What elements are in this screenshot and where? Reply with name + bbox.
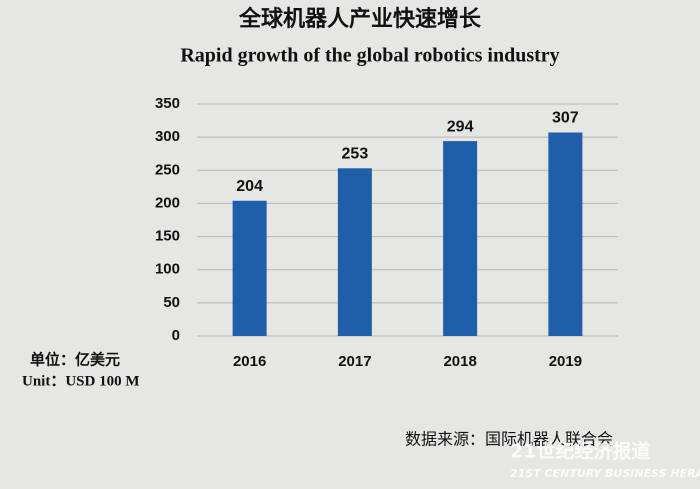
- value-label: 253: [342, 146, 369, 163]
- y-tick-label: 250: [155, 161, 180, 178]
- source: 数据来源：国际机器人联合会: [405, 430, 613, 449]
- y-tick-label: 50: [163, 294, 180, 311]
- x-tick-label: 2016: [233, 353, 266, 370]
- value-label: 294: [447, 118, 474, 135]
- chart-subtitle: Rapid growth of the global robotics indu…: [180, 45, 559, 67]
- x-tick-label: 2019: [549, 353, 582, 370]
- value-label: 204: [236, 178, 263, 195]
- bar: [548, 132, 583, 336]
- y-tick-label: 200: [155, 194, 180, 211]
- bar: [337, 168, 372, 336]
- value-label: 307: [552, 110, 579, 127]
- y-tick-label: 150: [155, 228, 180, 245]
- unit-label-en: Unit：USD 100 M: [22, 373, 140, 389]
- unit-label: 单位：亿美元: [30, 351, 120, 369]
- watermark-subtitle: 21ST CENTURY BUSINESS HERALD: [510, 467, 700, 480]
- y-tick-label: 350: [155, 95, 180, 112]
- y-tick-label: 100: [155, 261, 180, 278]
- y-tick-label: 300: [155, 128, 180, 145]
- x-tick-label: 2018: [443, 353, 476, 370]
- y-tick-label: 0: [172, 327, 180, 344]
- x-tick-label: 2017: [338, 353, 371, 370]
- chart-title: 全球机器人产业快速增长: [238, 6, 482, 32]
- bar: [443, 141, 478, 336]
- bar: [232, 200, 267, 336]
- watermark-title: 21世纪经济报道: [510, 440, 650, 463]
